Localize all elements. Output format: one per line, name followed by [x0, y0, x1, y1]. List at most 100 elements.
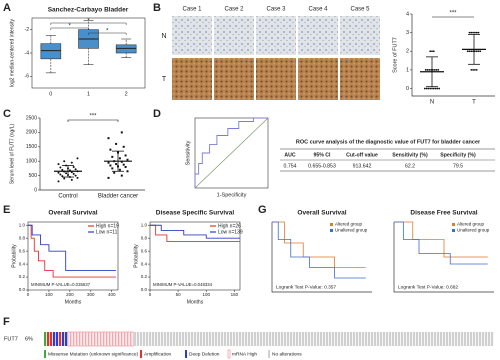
data-point [472, 50, 474, 53]
p-value: Logrank Test P-Value: 0.682 [398, 284, 458, 290]
y-tick-label: 0.4 [141, 261, 148, 266]
oncoprint-cell [287, 332, 290, 346]
case-label: Case 4 [308, 7, 328, 13]
data-point [472, 69, 474, 71]
oncoprint-cell [284, 332, 287, 346]
oncoprint-cell [368, 332, 371, 346]
y-tick-label: 0.2 [19, 274, 26, 279]
oncoprint-cell [347, 332, 350, 346]
row-label: T [162, 76, 167, 83]
data-point [470, 50, 473, 53]
data-point [74, 168, 77, 171]
data-point [115, 163, 118, 166]
case-label: Case 3 [266, 7, 286, 13]
axes [271, 222, 372, 293]
oncoprint-cell [83, 332, 86, 346]
oncoprint-cell [128, 332, 131, 346]
y-tick-label: 0.8 [141, 235, 148, 240]
oncoprint-cell [425, 332, 428, 346]
oncoprint-cell [332, 332, 335, 346]
oncoprint-cell [62, 332, 65, 346]
oncoprint-cell [362, 332, 365, 346]
legend-label: Altered group [457, 222, 485, 227]
data-point [107, 161, 110, 164]
sig-label: * [87, 19, 90, 25]
x-tick-label: 100 [45, 292, 53, 297]
oncoprint-cell [344, 332, 347, 346]
oncoprint-cell [131, 332, 134, 346]
oncoprint-mrna [115, 331, 119, 347]
axis-label: Score of FUT7 [392, 37, 398, 73]
oncoprint-cell [182, 332, 185, 346]
oncoprint-cell [266, 332, 269, 346]
oncoprint-cell [152, 332, 155, 346]
oncoprint-cell [446, 332, 449, 346]
oncoprint-cell [422, 332, 425, 346]
x-tick-label: 0 [49, 91, 52, 97]
plot-title: Disease Specific Survival [156, 210, 235, 217]
oncoprint-cell [314, 332, 317, 346]
oncoprint-cell [215, 332, 218, 346]
sig-label: *** [89, 114, 97, 120]
ihc-image-normal [214, 16, 254, 55]
box [115, 44, 137, 54]
row-label: N [161, 33, 166, 40]
oncoprint-cell [239, 332, 242, 346]
data-point [436, 87, 439, 90]
oncoprint-cell [473, 332, 476, 346]
oncoprint-cell [254, 332, 257, 346]
legend-label: Missense Mutation (unknown significance) [48, 351, 139, 357]
oncoprint-cell [302, 332, 305, 346]
oncoprint-cell [227, 332, 230, 346]
panel-label: B [153, 2, 161, 14]
y-tick-label: 4 [406, 11, 409, 17]
y-tick-label: 2500 [26, 115, 37, 121]
data-point [429, 87, 432, 90]
oncoprint-cell [77, 332, 80, 346]
oncoprint-cell [101, 332, 104, 346]
sig-bracket [50, 22, 127, 25]
x-tick-label: 400 [108, 292, 116, 297]
oncoprint-cell [353, 332, 356, 346]
y-tick-label: 0.2 [141, 274, 148, 279]
data-point [109, 164, 112, 167]
data-point [474, 69, 476, 71]
oncoprint-cell [479, 332, 482, 346]
oncoprint-cell [335, 332, 338, 346]
data-point [76, 176, 79, 179]
oncoprint-cell [203, 332, 206, 346]
plot-title: Disease Free Survival [410, 210, 477, 217]
axis-label: Serum level of FUT7 (ng/L) [9, 124, 15, 185]
oncoprint-mrna [109, 331, 113, 347]
oncoprint-cell [74, 332, 77, 346]
data-point [433, 69, 436, 71]
data-point [57, 163, 60, 166]
oncoprint-cell [305, 332, 308, 346]
oncoprint-mrna [130, 331, 134, 347]
data-point [111, 167, 114, 170]
oncoprint-cell [179, 332, 182, 346]
panel-label: G [258, 204, 267, 216]
legend-label: Altered group [335, 222, 363, 227]
oncoprint-cell [242, 332, 245, 346]
axis-label: 1-Specificity [217, 192, 247, 198]
data-point [59, 173, 62, 176]
data-point [477, 31, 480, 34]
legend-swatch [44, 350, 46, 358]
oncoprint-cell [167, 332, 170, 346]
oncoprint-cell [491, 332, 494, 346]
oncoprint-cell [485, 332, 488, 346]
data-point [76, 157, 79, 160]
oncoprint-cell [137, 332, 140, 346]
oncoprint-cell [65, 332, 68, 346]
data-point [122, 163, 125, 166]
data-point [61, 168, 64, 171]
oncoprint-cell [275, 332, 278, 346]
case-label: Case 2 [224, 7, 244, 13]
data-point [59, 166, 62, 169]
table-cell: 913.642 [353, 163, 372, 169]
oncoprint-cell [104, 332, 107, 346]
oncoprint-cell [95, 332, 98, 346]
oncoprint-mrna [82, 331, 86, 347]
